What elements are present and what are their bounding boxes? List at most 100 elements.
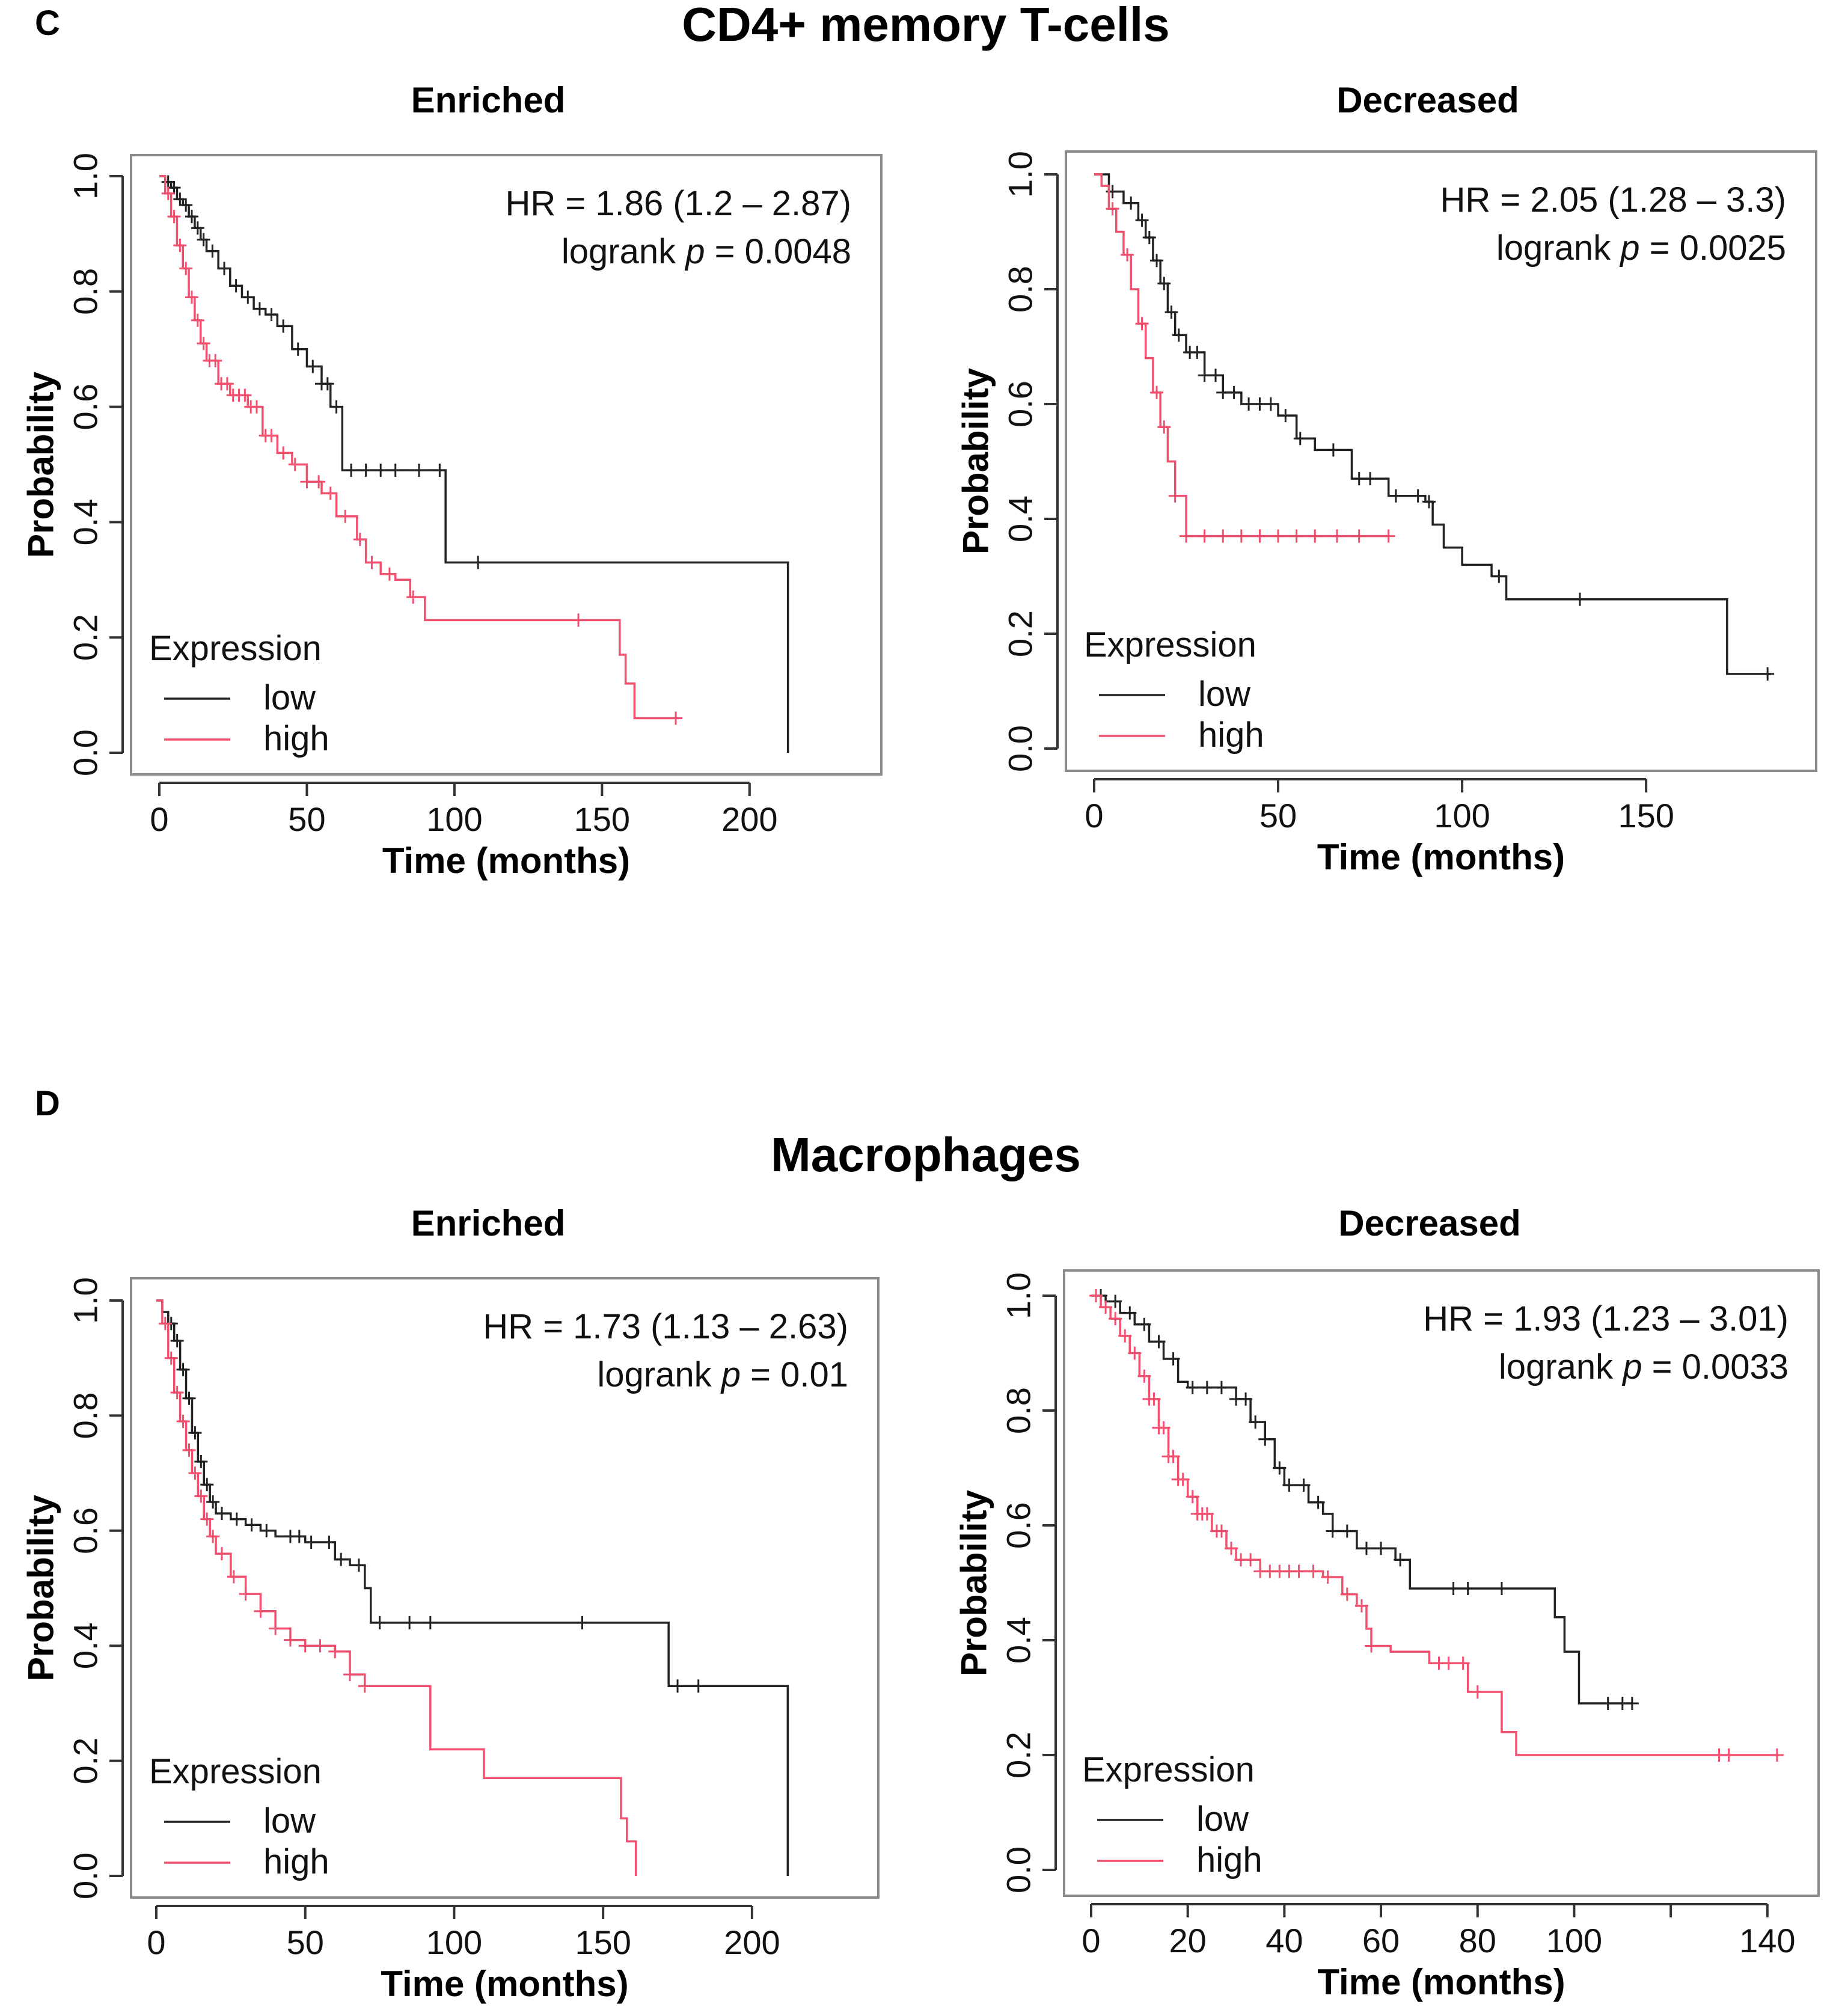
censor-mark-high — [365, 556, 379, 569]
censor-mark-low — [1461, 1582, 1475, 1596]
y-tick-label: 0.8 — [1000, 1387, 1038, 1434]
censor-mark-high — [158, 1317, 172, 1331]
y-tick-label: 0.2 — [1000, 1732, 1038, 1779]
censor-mark-low — [265, 308, 278, 322]
censor-mark-high — [1722, 1748, 1736, 1762]
p-symbol: p — [1619, 228, 1639, 268]
censor-mark-low — [1311, 1495, 1325, 1509]
censor-mark-low — [1239, 1392, 1253, 1406]
x-tick-label: 40 — [1265, 1922, 1303, 1959]
censor-mark-low — [1198, 369, 1211, 382]
censor-mark-high — [1470, 1685, 1484, 1699]
subplot-title: Enriched — [411, 1203, 566, 1243]
censor-mark-high — [194, 1489, 208, 1503]
censor-mark-high — [300, 475, 314, 489]
plot-frame — [130, 154, 883, 776]
censor-mark-low — [1601, 1697, 1615, 1711]
censor-mark-high — [1147, 1392, 1161, 1406]
km-curve-high — [1091, 1294, 1777, 1756]
censor-mark-low — [671, 1679, 685, 1693]
x-tick-label: 50 — [288, 800, 325, 838]
censor-mark-low — [1297, 1478, 1311, 1492]
panel-c-title: CD4+ memory T-cells — [682, 0, 1169, 51]
censor-mark-high — [328, 1644, 342, 1658]
censor-mark-low — [1446, 1582, 1460, 1596]
censor-mark-low — [691, 1679, 705, 1693]
censor-mark-high — [1137, 1369, 1151, 1383]
censor-mark-high — [215, 1547, 228, 1561]
censor-mark-low — [1200, 1380, 1214, 1394]
censor-mark-low — [245, 1518, 259, 1532]
censor-mark-high — [1166, 1450, 1180, 1463]
y-tick-label: 0.2 — [67, 614, 105, 661]
logrank-label: logrank — [597, 1355, 721, 1394]
censor-mark-high — [1186, 1490, 1199, 1504]
censor-mark-low — [215, 1507, 228, 1521]
censor-mark-high — [1244, 1553, 1258, 1567]
hazard-ratio-text: HR = 1.93 (1.23 – 3.01) — [1423, 1299, 1789, 1338]
legend-label-low: low — [263, 1801, 316, 1840]
censor-mark-high — [238, 388, 252, 402]
y-axis-label: Probability — [956, 367, 996, 554]
censor-mark-low — [241, 290, 255, 304]
censor-mark-high — [669, 711, 683, 725]
censor-mark-low — [1214, 1380, 1228, 1394]
censor-mark-low — [1352, 472, 1366, 486]
y-tick-label: 0.0 — [67, 729, 105, 776]
censor-mark-high — [164, 1351, 178, 1365]
censor-mark-low — [1359, 1542, 1373, 1555]
censor-mark-low — [1109, 1294, 1122, 1308]
censor-mark-low — [206, 1495, 220, 1509]
censor-mark-high — [1290, 529, 1303, 543]
censor-mark-high — [1128, 1346, 1142, 1360]
censor-mark-low — [170, 1334, 184, 1347]
p-value: = 0.0025 — [1640, 228, 1787, 268]
x-tick-label: 140 — [1739, 1922, 1795, 1959]
y-tick-label: 1.0 — [1002, 151, 1039, 198]
censor-mark-high — [283, 1633, 297, 1647]
censor-mark-high — [358, 1679, 372, 1693]
censor-mark-low — [230, 1512, 243, 1526]
censor-mark-high — [227, 1570, 240, 1584]
y-tick-label: 0.6 — [67, 384, 105, 430]
censor-mark-low — [1495, 1582, 1508, 1596]
legend-label-high: high — [263, 1842, 329, 1881]
y-axis-label: Probability — [954, 1489, 994, 1676]
y-tick-label: 0.2 — [1002, 610, 1039, 657]
censor-mark-low — [1172, 328, 1186, 342]
censor-mark-low — [1166, 1352, 1180, 1366]
logrank-label: logrank — [1496, 228, 1620, 268]
subplot-title: Decreased — [1336, 80, 1519, 120]
censor-mark-high — [1214, 1524, 1228, 1538]
censor-mark-high — [353, 533, 367, 547]
x-tick-label: 0 — [1085, 797, 1103, 835]
x-tick-label: 100 — [426, 800, 482, 838]
km-curve-high — [159, 175, 679, 720]
censor-mark-high — [1770, 1748, 1784, 1762]
legend-label-high: high — [263, 719, 329, 758]
censor-mark-low — [197, 233, 210, 247]
censor-mark-low — [1123, 1306, 1137, 1320]
censor-mark-low — [334, 1552, 348, 1566]
censor-mark-low — [1411, 489, 1425, 503]
censor-mark-high — [1340, 1587, 1354, 1601]
km-chart-c-enriched: Enriched 0 50 100 150 200 Time (months) 0.0 0.2 0… — [21, 80, 883, 881]
censor-mark-high — [312, 475, 326, 489]
x-axis-label: Time (months) — [1317, 1962, 1565, 2002]
censor-mark-low — [218, 262, 231, 275]
censor-mark-high — [382, 567, 396, 581]
logrank-text: logrank p = 0.0048 — [562, 232, 851, 271]
subplot-title: Enriched — [411, 80, 566, 120]
censor-mark-low — [352, 1558, 366, 1572]
censor-mark-high — [277, 446, 290, 460]
x-tick-label: 0 — [150, 800, 168, 838]
censor-mark-low — [304, 1535, 318, 1549]
y-tick-label: 1.0 — [67, 1277, 105, 1324]
x-tick-label: 100 — [426, 1923, 482, 1961]
censor-mark-high — [265, 429, 278, 443]
censor-mark-high — [1456, 1656, 1470, 1670]
legend-title: Expression — [149, 1752, 322, 1791]
x-axis-label: Time (months) — [1317, 837, 1565, 877]
censor-mark-low — [1124, 196, 1138, 210]
censor-mark-high — [1157, 1421, 1171, 1435]
